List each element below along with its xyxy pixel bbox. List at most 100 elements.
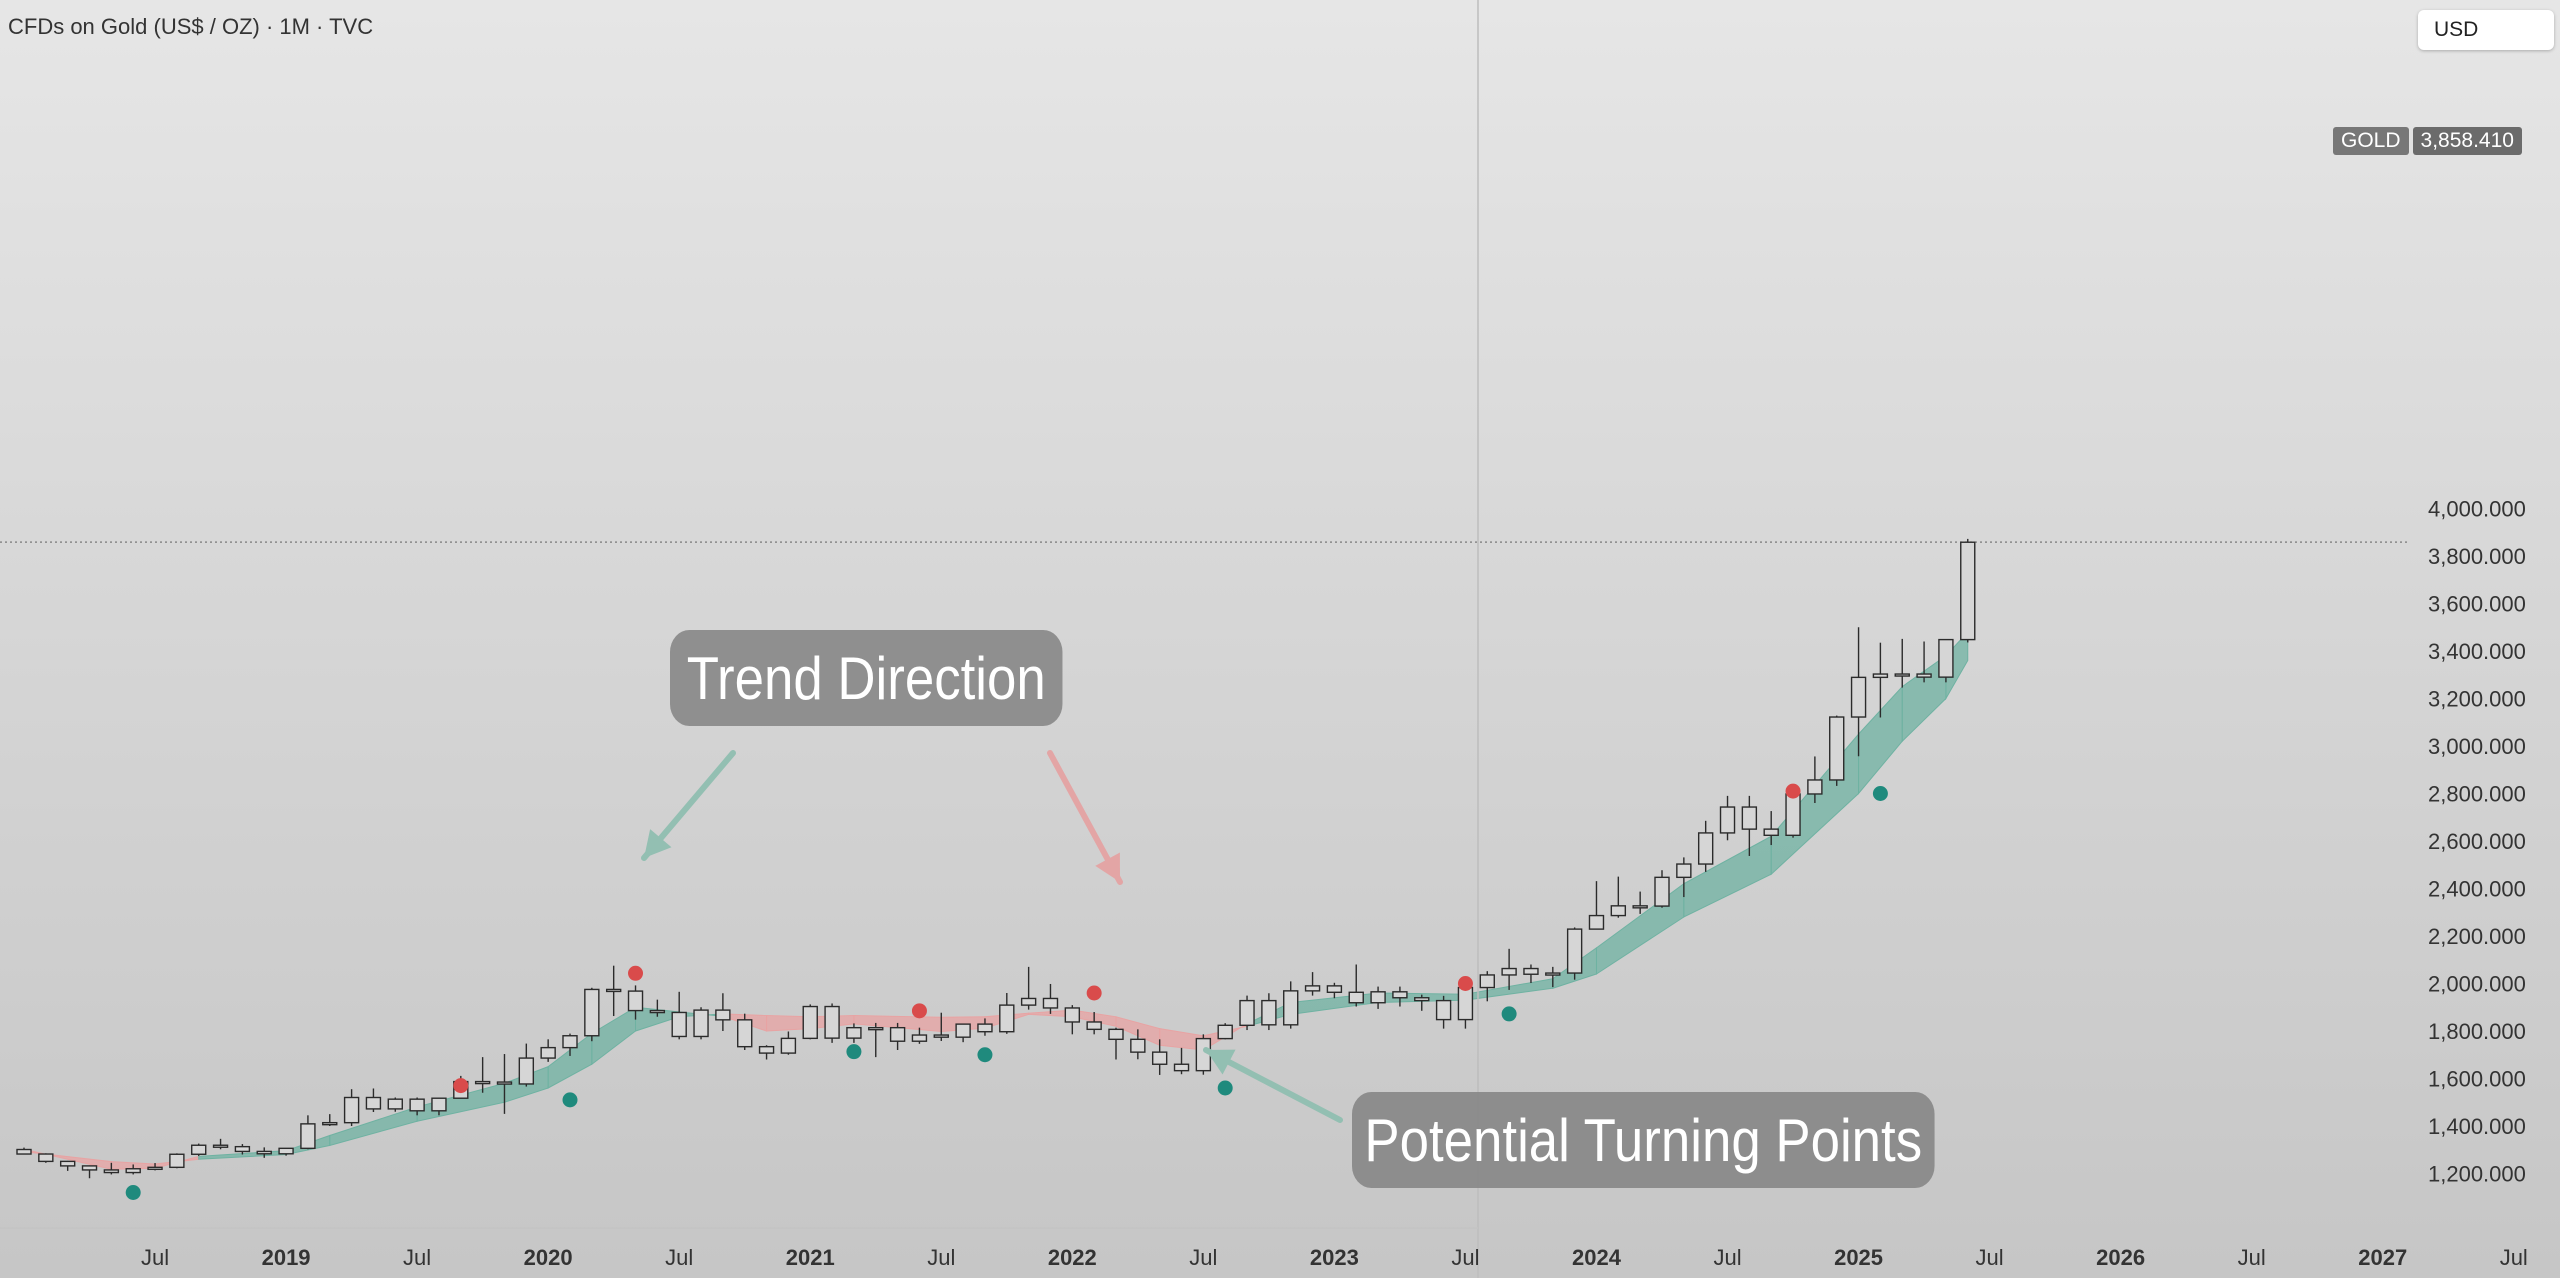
bullish-signal-dot [1872,786,1888,801]
x-tick-label: Jul [665,1245,693,1270]
candle-body [1501,967,1517,976]
x-tick-label: 2025 [1834,1245,1883,1270]
candle [627,985,644,1020]
candle-body [977,1023,993,1033]
candle [715,993,731,1031]
x-tick-label: Jul [927,1245,955,1270]
candle-body [1588,914,1605,930]
candle-body [868,1026,884,1031]
candle-body [1763,828,1779,836]
candle [191,1143,207,1156]
candle [1392,986,1408,1007]
candles [16,538,1976,1179]
candle [1020,966,1037,1010]
candle-body [911,1034,928,1042]
candle [1697,820,1714,872]
candle [409,1097,425,1116]
candle [474,1057,491,1093]
candle [234,1144,251,1155]
candle [1829,715,1845,786]
candle-body [1020,997,1037,1006]
candle [540,1039,556,1062]
bullish-signal-dot [1501,1006,1517,1022]
candle [1588,881,1605,930]
candle [1763,811,1779,846]
candle [737,1013,753,1050]
x-tick-label: Jul [1451,1245,1479,1270]
candle-body [715,1009,731,1021]
candle-body [278,1147,294,1155]
candle-body [824,1005,840,1039]
candle-body [1414,997,1430,1002]
y-tick-label: 4,000.000 [2428,497,2526,522]
candle [1479,971,1495,1002]
candle [889,1022,906,1050]
ribbon-segment [329,1106,418,1147]
price-tag-symbol: GOLD [2333,127,2409,155]
candle [868,1022,884,1058]
candle [802,1004,818,1040]
x-tick-label: Jul [1713,1245,1741,1270]
candle [1916,641,1932,683]
candle [518,1043,535,1087]
candle [1632,891,1648,914]
candle-body [584,988,600,1037]
candle [59,1160,76,1171]
candle [1217,1023,1233,1040]
y-tick-label: 1,200.000 [2428,1162,2526,1187]
candle-body [518,1057,535,1085]
candle [977,1018,993,1036]
candle-body [1850,676,1867,718]
arrow-to-turning-point [1203,1047,1343,1123]
candle-body [38,1153,54,1163]
candle-body [1348,991,1364,1004]
bullish-signal-dot [125,1185,141,1200]
y-tick-label: 1,400.000 [2428,1114,2526,1139]
candle [1523,964,1539,984]
candle [1283,981,1299,1029]
candle [1086,1012,1102,1035]
candle-body [147,1166,163,1171]
y-tick-label: 2,800.000 [2428,782,2526,807]
candle-body [1042,997,1059,1009]
x-tick-label: Jul [2500,1245,2528,1270]
candle-body [409,1098,425,1112]
y-tick-label: 3,400.000 [2428,639,2526,664]
candle-body [169,1153,185,1169]
currency-selector[interactable]: USD [2418,10,2554,50]
candle-body [780,1037,797,1054]
candle-body [1130,1038,1146,1053]
candle-body [343,1096,360,1124]
candle [1042,983,1059,1014]
candle [147,1163,163,1171]
x-tick-label: 2023 [1310,1245,1359,1270]
x-tick-label: 2024 [1572,1245,1622,1270]
candle [1545,966,1561,988]
candle-body [1195,1037,1212,1072]
bearish-signal-dot [1457,976,1473,991]
y-tick-label: 3,200.000 [2428,687,2526,712]
candle-body [1566,928,1583,974]
candle [846,1023,862,1043]
ribbon-segment [1770,732,1860,876]
x-tick-label: 2026 [2096,1245,2145,1270]
bearish-signal-dot [628,965,644,981]
candle-body [1173,1063,1190,1072]
signal-dots [125,783,1888,1200]
candle [1566,927,1583,980]
candle-body [125,1168,141,1174]
x-tick-label: 2021 [786,1245,835,1270]
candle-body [933,1034,949,1038]
candle-body [802,1005,818,1040]
candle [1719,795,1736,841]
candle [1130,1029,1146,1060]
candle [1304,972,1321,996]
candle [496,1054,513,1114]
candle [1872,642,1889,718]
candle-body [889,1026,906,1042]
candle-body [1654,876,1670,907]
candle [584,987,600,1042]
candle-body [387,1098,403,1110]
candle-body [1392,991,1408,999]
y-tick-label: 2,200.000 [2428,924,2526,949]
